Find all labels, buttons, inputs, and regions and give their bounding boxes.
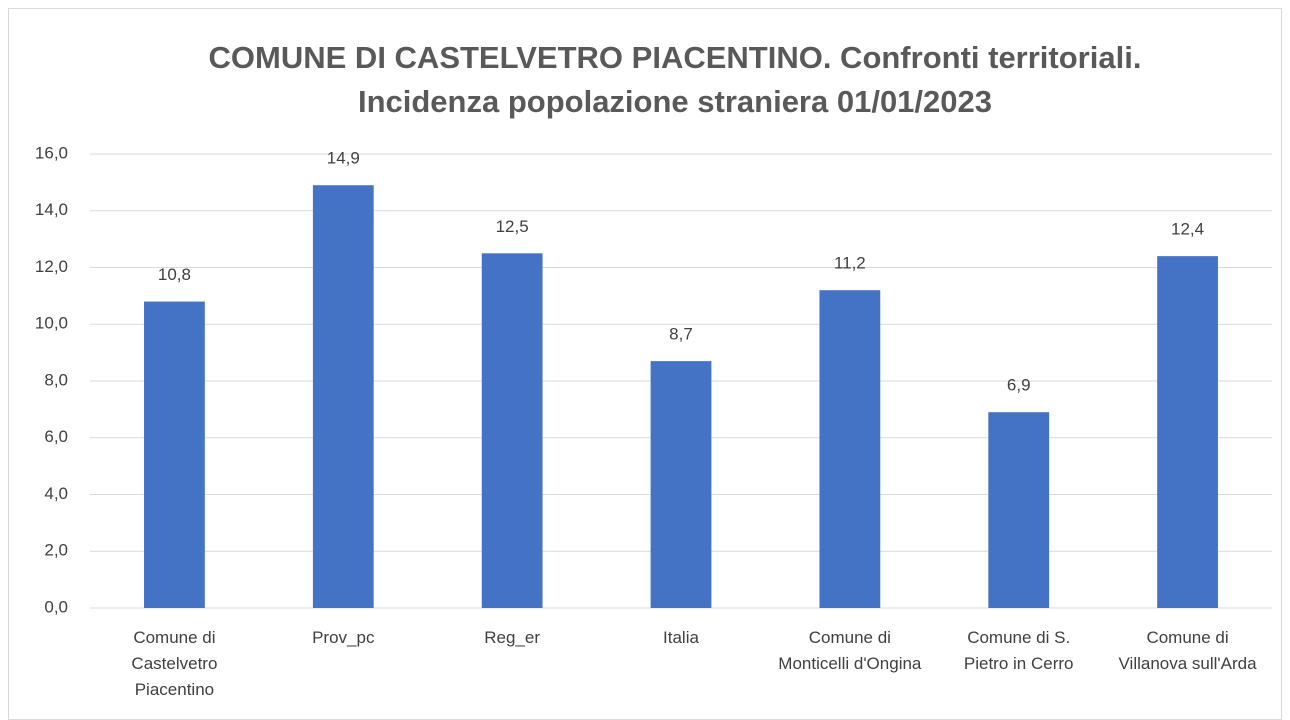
chart-title: Incidenza popolazione straniera 01/01/20… — [358, 84, 992, 119]
value-label: 12,4 — [1171, 220, 1204, 239]
bar — [650, 361, 712, 608]
bar — [481, 253, 543, 608]
y-tick-label: 6,0 — [44, 427, 68, 446]
bar — [1157, 256, 1218, 608]
bar — [988, 412, 1050, 608]
y-tick-label: 8,0 — [44, 370, 68, 389]
x-tick-label: Comune di Castelvetro Piacentino — [131, 628, 218, 699]
y-tick-label: 16,0 — [35, 143, 68, 162]
value-label: 8,7 — [669, 325, 693, 344]
bar — [312, 185, 374, 608]
chart-border — [8, 8, 1282, 720]
y-tick-label: 4,0 — [44, 484, 68, 503]
value-label: 6,9 — [1007, 376, 1031, 395]
value-label: 10,8 — [158, 265, 191, 284]
chart-title: COMUNE DI CASTELVETRO PIACENTINO. Confro… — [209, 40, 1142, 75]
bar — [144, 301, 205, 608]
bar — [819, 290, 881, 608]
y-tick-label: 2,0 — [44, 541, 68, 560]
x-tick-label: Comune di Villanova sull'Arda — [1118, 628, 1257, 673]
y-tick-label: 14,0 — [35, 200, 68, 219]
y-tick-label: 10,0 — [35, 314, 68, 333]
x-tick-label: Italia — [663, 628, 699, 647]
y-tick-label: 0,0 — [44, 597, 68, 616]
x-tick-label: Comune di S. Pietro in Cerro — [963, 628, 1074, 673]
value-label: 11,2 — [834, 254, 866, 273]
x-tick-label: Reg_er — [484, 628, 541, 647]
value-label: 14,9 — [327, 149, 360, 168]
x-tick-label: Prov_pc — [312, 628, 375, 647]
x-tick-label: Comune di Monticelli d'Ongina — [778, 628, 922, 673]
value-label: 12,5 — [496, 217, 529, 236]
y-tick-label: 12,0 — [35, 257, 68, 276]
